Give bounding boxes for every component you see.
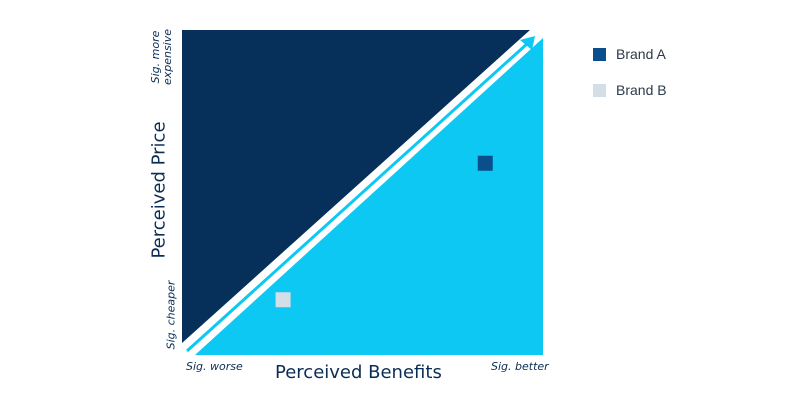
x-axis-title: Perceived Benefits (275, 362, 442, 383)
legend-item-brand-a: Brand A (593, 44, 667, 64)
y-tick-label: Sig. more expensive (149, 28, 174, 86)
y-tick-label: Sig. cheaper (164, 280, 178, 350)
legend: Brand A Brand B (593, 44, 667, 116)
legend-item-brand-b: Brand B (593, 80, 667, 100)
diagonal-arrow-line (185, 41, 530, 353)
upper-region (182, 30, 530, 343)
x-tick-label: Sig. worse (186, 360, 243, 373)
legend-swatch (593, 83, 606, 97)
x-tick-label: Sig. better (491, 360, 549, 373)
legend-label: Brand A (616, 46, 666, 62)
lower-region (195, 38, 543, 355)
legend-swatch (593, 47, 606, 61)
data-point-brand-b (275, 292, 291, 308)
legend-label: Brand B (616, 82, 667, 98)
data-point-brand-a (477, 155, 493, 171)
y-axis-title: Perceived Price (148, 121, 170, 259)
diagonal-arrow-head (520, 36, 535, 50)
